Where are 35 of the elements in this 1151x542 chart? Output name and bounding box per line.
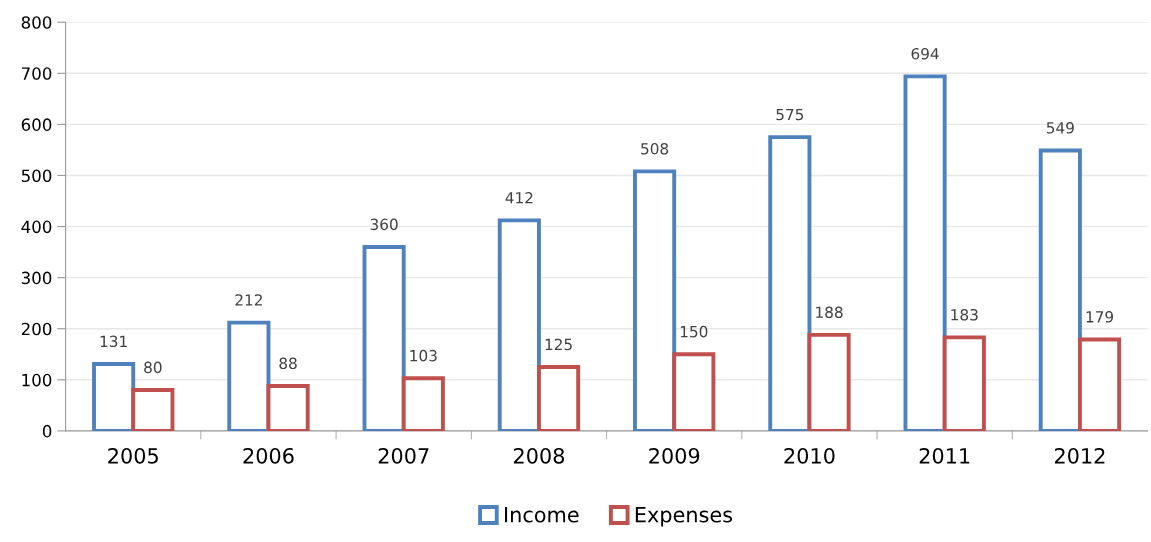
data-label: 150 <box>680 325 708 338</box>
y-tick-label: 0 <box>42 424 52 438</box>
y-tick-label: 500 <box>21 169 52 183</box>
data-label: 212 <box>235 294 262 306</box>
data-label: 188 <box>816 306 843 318</box>
y-tick-label: 300 <box>21 271 52 285</box>
data-label: 360 <box>370 218 398 231</box>
data-label: 80 <box>144 361 162 374</box>
x-tick-label: 2007 <box>378 447 429 464</box>
x-tick-label: 2008 <box>513 447 565 464</box>
data-label: 179 <box>1086 311 1114 323</box>
legend-label: Expenses <box>635 507 733 527</box>
data-label: 88 <box>279 357 297 370</box>
data-label: 549 <box>1046 122 1074 134</box>
y-tick-label: 200 <box>21 322 52 336</box>
data-label: 575 <box>776 108 804 121</box>
data-label: 412 <box>505 192 533 204</box>
x-tick-label: 2011 <box>919 447 970 464</box>
data-label: 694 <box>911 47 939 60</box>
y-tick-label: 700 <box>21 67 52 80</box>
data-label: 508 <box>641 142 669 155</box>
x-tick-label: 2010 <box>784 447 835 464</box>
y-tick-label: 600 <box>21 118 52 131</box>
y-tick-label: 400 <box>21 220 52 234</box>
x-tick-label: 2006 <box>243 447 294 464</box>
data-label: 183 <box>951 309 978 321</box>
data-label: 125 <box>545 338 572 351</box>
data-label: 131 <box>100 335 127 348</box>
legend-label: Income <box>505 507 579 523</box>
data-label: 103 <box>410 349 437 362</box>
x-tick-label: 2009 <box>649 447 700 464</box>
x-tick-label: 2012 <box>1054 447 1105 464</box>
y-tick-label: 100 <box>22 373 52 387</box>
y-tick-label: 800 <box>21 16 52 29</box>
x-tick-label: 2005 <box>108 447 158 464</box>
